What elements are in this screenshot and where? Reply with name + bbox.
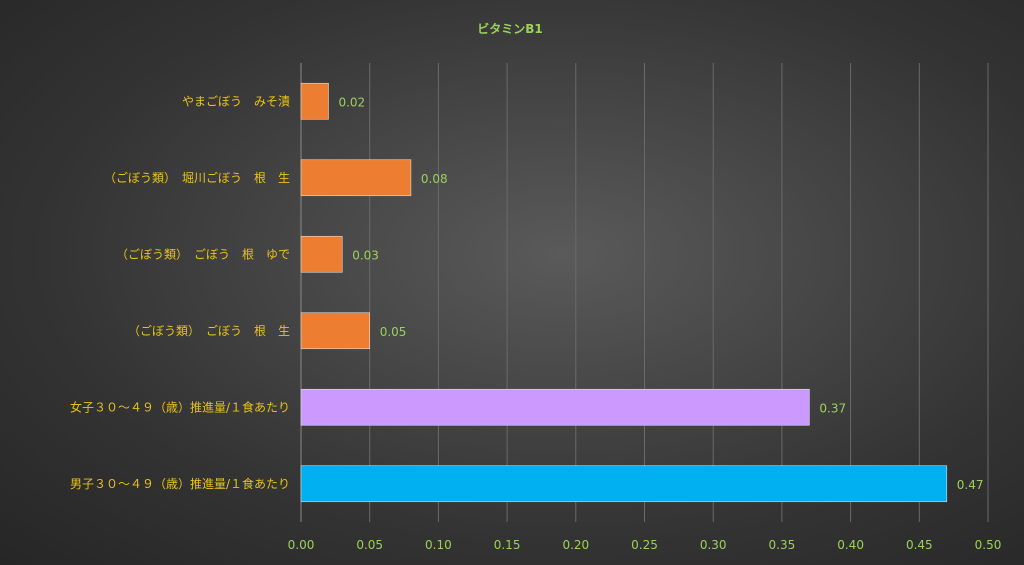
- bar: [300, 159, 412, 197]
- x-tick-label: 0.50: [975, 538, 1002, 552]
- data-label: 0.08: [421, 172, 448, 186]
- category-label: 男子３０～４９（歳）推進量/１食あたり: [70, 476, 290, 491]
- bars: [300, 82, 948, 503]
- bar: [300, 235, 343, 273]
- data-label: 0.03: [352, 248, 379, 262]
- category-label: やまごぼう みそ漬: [182, 93, 290, 108]
- x-tick-label: 0.10: [425, 538, 452, 552]
- category-label: （ごぼう類） 堀川ごぼう 根 生: [104, 170, 290, 185]
- x-tick-label: 0.35: [769, 538, 796, 552]
- x-tick-label: 0.45: [906, 538, 933, 552]
- grid-lines: [300, 63, 989, 522]
- x-tick-label: 0.20: [562, 538, 589, 552]
- category-label: （ごぼう類） ごぼう 根 生: [128, 323, 290, 338]
- bar: [300, 82, 329, 120]
- category-label: 女子３０～４９（歳）推進量/１食あたり: [70, 399, 290, 414]
- category-labels: やまごぼう みそ漬 （ごぼう類） 堀川ごぼう 根 生 （ごぼう類） ごぼう 根 ゆで…: [70, 93, 290, 491]
- x-tick-label: 0.40: [837, 538, 864, 552]
- x-tick-label: 0.30: [700, 538, 727, 552]
- x-tick-label: 0.15: [494, 538, 521, 552]
- x-axis-ticks: 0.00 0.05 0.10 0.15 0.20 0.25 0.30 0.35 0.40 0.45…: [288, 538, 1002, 552]
- bar: [300, 388, 810, 426]
- x-tick-label: 0.05: [356, 538, 383, 552]
- chart-title: ビタミンB1: [477, 21, 543, 36]
- data-label: 0.47: [957, 478, 984, 492]
- x-tick-label: 0.00: [288, 538, 315, 552]
- bar: [300, 312, 370, 350]
- category-label: （ごぼう類） ごぼう 根 ゆで: [116, 246, 290, 261]
- data-label: 0.37: [819, 401, 846, 415]
- data-label: 0.02: [338, 95, 365, 109]
- data-labels: 0.02 0.08 0.03 0.05 0.37 0.47: [338, 95, 983, 492]
- x-tick-label: 0.25: [631, 538, 658, 552]
- data-label: 0.05: [380, 325, 407, 339]
- bar: [300, 465, 948, 503]
